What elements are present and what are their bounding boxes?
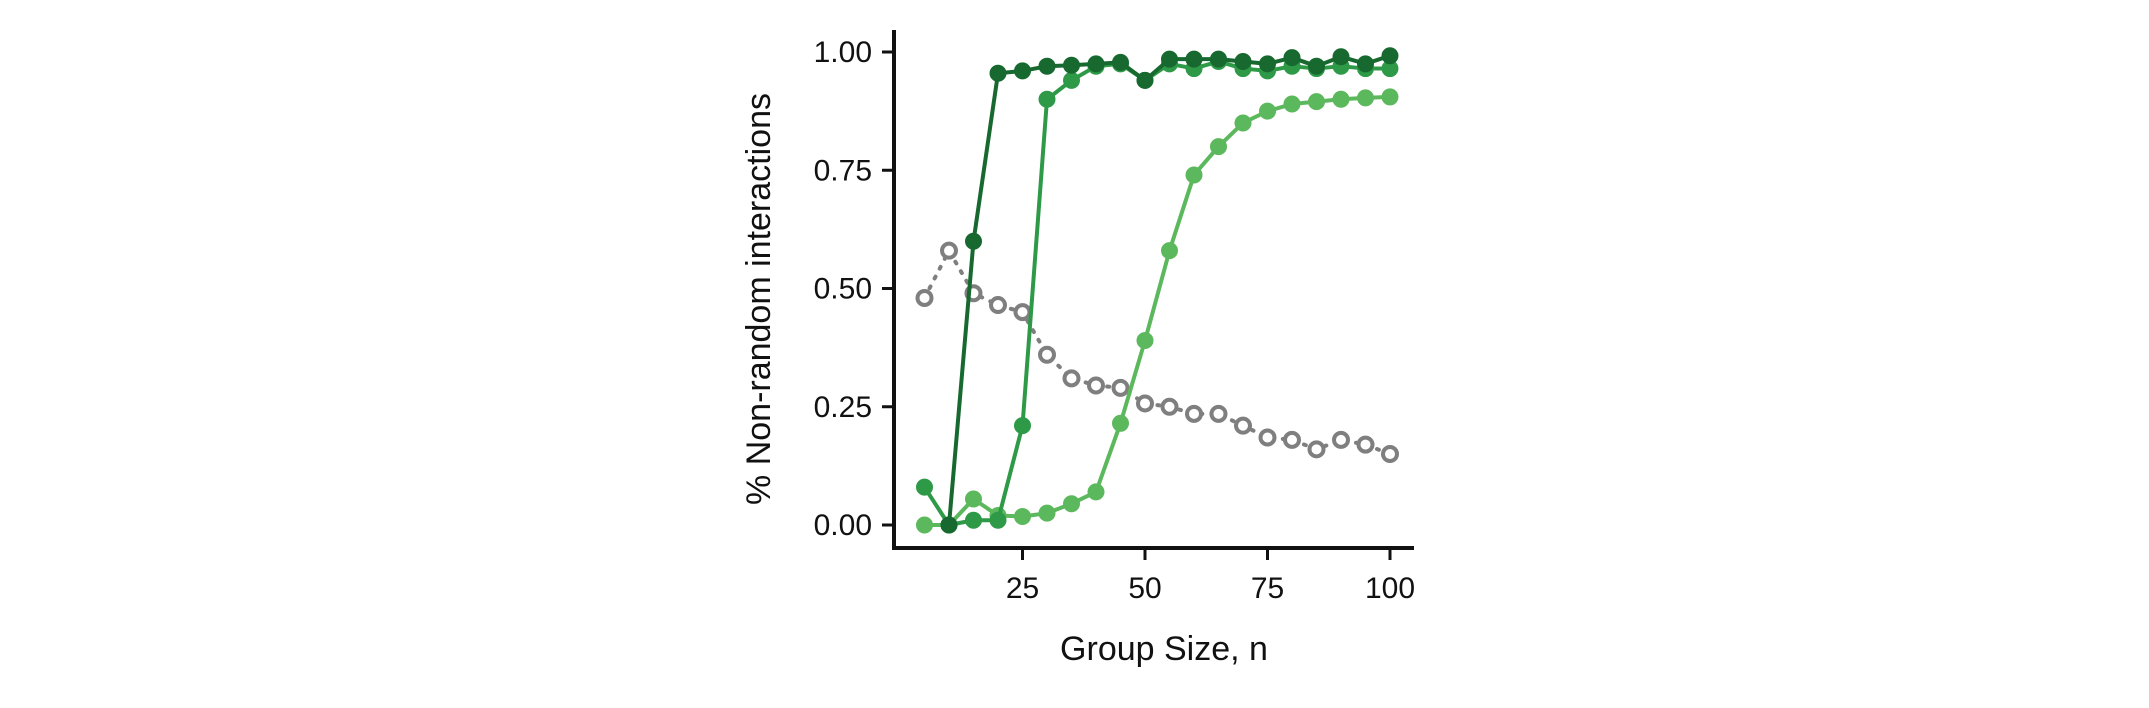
data-point [1136, 332, 1154, 350]
data-point [1161, 242, 1178, 260]
data-point [1160, 397, 1179, 416]
data-point [1136, 394, 1154, 413]
y-tick-label: 1.00 [814, 36, 872, 69]
data-point [965, 511, 982, 529]
data-point [1357, 55, 1374, 73]
data-point [1185, 50, 1203, 68]
x-tick-label: 75 [1251, 572, 1284, 605]
data-point [1038, 90, 1056, 108]
data-point [989, 64, 1007, 82]
data-point [989, 296, 1007, 315]
series-line-0 [922, 248, 1392, 457]
data-point [1038, 345, 1056, 364]
series-layer [915, 47, 1399, 534]
data-point [1210, 138, 1227, 156]
data-point [1283, 49, 1301, 67]
data-point [916, 516, 933, 534]
x-tick-label: 50 [1128, 572, 1161, 605]
y-tick-label: 0.25 [814, 391, 872, 424]
data-point [1357, 89, 1374, 107]
data-point [1161, 50, 1178, 68]
data-point [1234, 416, 1252, 435]
series-3 [940, 47, 1399, 534]
data-point [940, 516, 958, 534]
data-point [1332, 48, 1350, 66]
data-point [940, 241, 958, 260]
data-point [1087, 376, 1105, 395]
data-point [1381, 47, 1399, 65]
y-axis-ticks: 0.00 0.25 0.50 0.75 1.00 [814, 36, 894, 542]
y-tick-label: 0.50 [814, 273, 872, 306]
data-point [1063, 495, 1080, 513]
data-point [1063, 71, 1080, 89]
data-point [1111, 378, 1130, 397]
data-point [1087, 483, 1105, 501]
data-point [989, 511, 1007, 529]
data-point [1307, 440, 1326, 459]
series-0 [915, 241, 1399, 464]
data-point [1308, 57, 1325, 75]
x-axis-ticks: 25 50 75 100 [1006, 548, 1415, 605]
data-point [1014, 507, 1031, 525]
y-tick-label: 0.00 [814, 509, 872, 542]
data-point [1087, 55, 1105, 73]
data-point [916, 478, 933, 496]
data-point [1332, 90, 1350, 108]
data-point [1112, 414, 1129, 432]
data-point [915, 288, 934, 307]
data-point [1259, 102, 1276, 120]
data-point [1185, 166, 1203, 184]
data-point [1014, 417, 1031, 435]
series-1 [916, 88, 1399, 534]
data-point [1259, 55, 1276, 73]
data-point [1136, 71, 1154, 89]
data-point [1356, 435, 1375, 454]
data-point [1308, 93, 1325, 111]
y-axis-title: % Non-random interactions [740, 93, 778, 505]
data-point [1185, 404, 1203, 423]
data-point [1234, 52, 1252, 70]
data-point [1258, 428, 1277, 447]
x-axis-title: Group Size, n [1060, 630, 1268, 668]
data-point [1381, 88, 1399, 106]
data-point [1210, 50, 1227, 68]
data-point [1381, 445, 1399, 464]
data-point [965, 490, 982, 508]
data-point [1014, 62, 1031, 80]
y-tick-label: 0.75 [814, 154, 872, 187]
data-point [1112, 53, 1129, 71]
data-point [1209, 404, 1228, 423]
data-point [1283, 430, 1301, 449]
data-point [1062, 369, 1081, 388]
data-point [965, 232, 982, 250]
data-point [1063, 56, 1080, 74]
data-point [1283, 95, 1301, 113]
x-tick-label: 100 [1365, 572, 1415, 605]
x-tick-label: 25 [1006, 572, 1039, 605]
data-point [1332, 430, 1350, 449]
data-point [1038, 57, 1056, 75]
data-point [1234, 114, 1252, 132]
data-point [1013, 303, 1032, 322]
data-point [1038, 504, 1056, 522]
